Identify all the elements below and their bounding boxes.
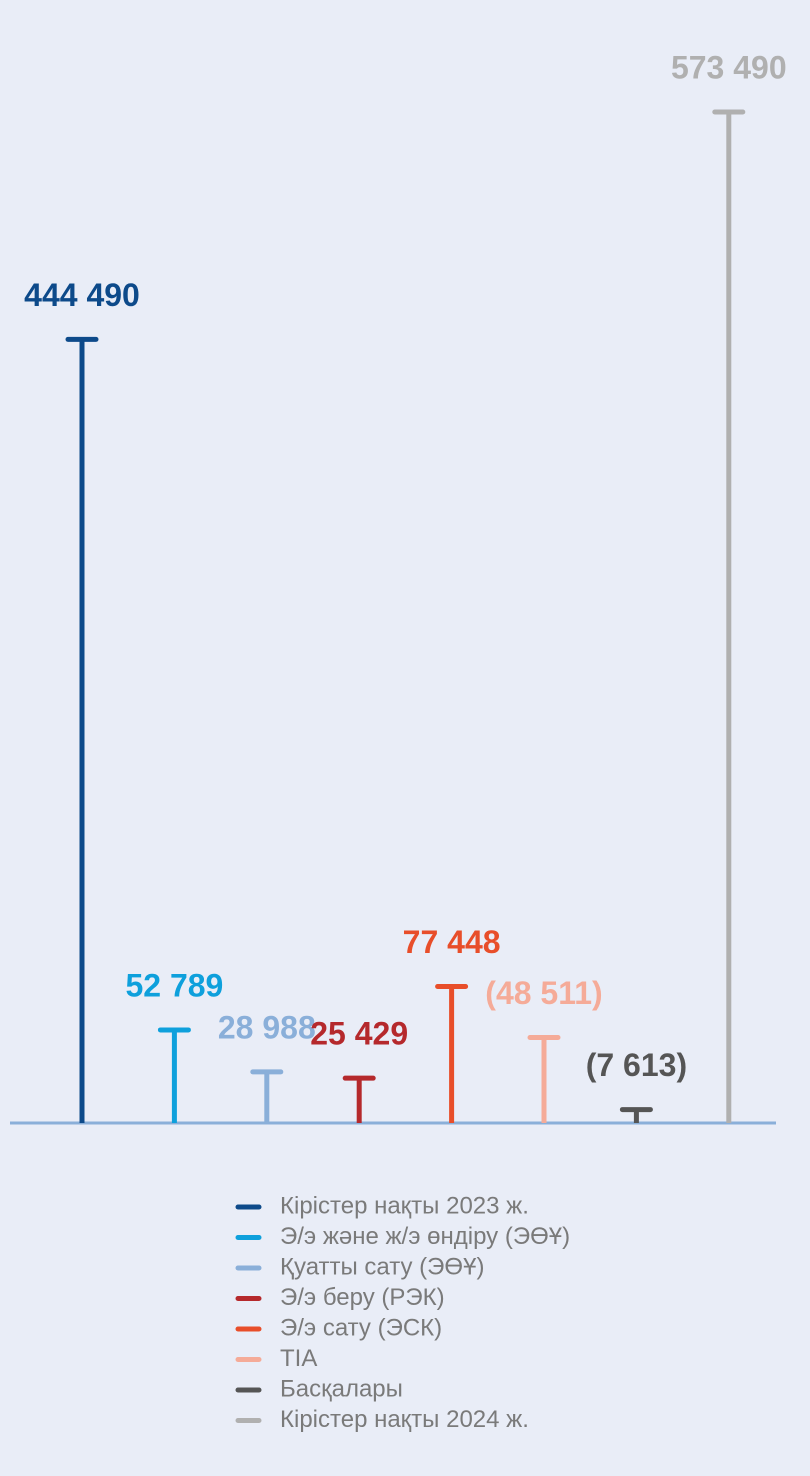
value-label: (7 613)	[586, 1047, 687, 1083]
value-label: 444 490	[24, 277, 140, 313]
value-label: 28 988	[218, 1009, 316, 1045]
legend-label: Басқалары	[280, 1375, 403, 1402]
value-label: (48 511)	[485, 975, 602, 1011]
legend-label: TIA	[280, 1345, 317, 1372]
legend-label: Э/э беру (РЭК)	[280, 1284, 445, 1311]
legend-label: Қуатты сату (ЭӨҰ)	[280, 1253, 484, 1280]
legend-label: Э/э сату (ЭСК)	[280, 1314, 442, 1341]
value-label: 52 789	[125, 967, 223, 1003]
legend-label: Э/э және ж/э өндіру (ЭӨҰ)	[280, 1223, 570, 1250]
value-label: 77 448	[403, 924, 501, 960]
legend-label: Кірістер нақты 2024 ж.	[280, 1406, 529, 1433]
value-label: 573 490	[671, 49, 787, 85]
legend-label: Кірістер нақты 2023 ж.	[280, 1192, 529, 1219]
value-label: 25 429	[310, 1016, 408, 1052]
